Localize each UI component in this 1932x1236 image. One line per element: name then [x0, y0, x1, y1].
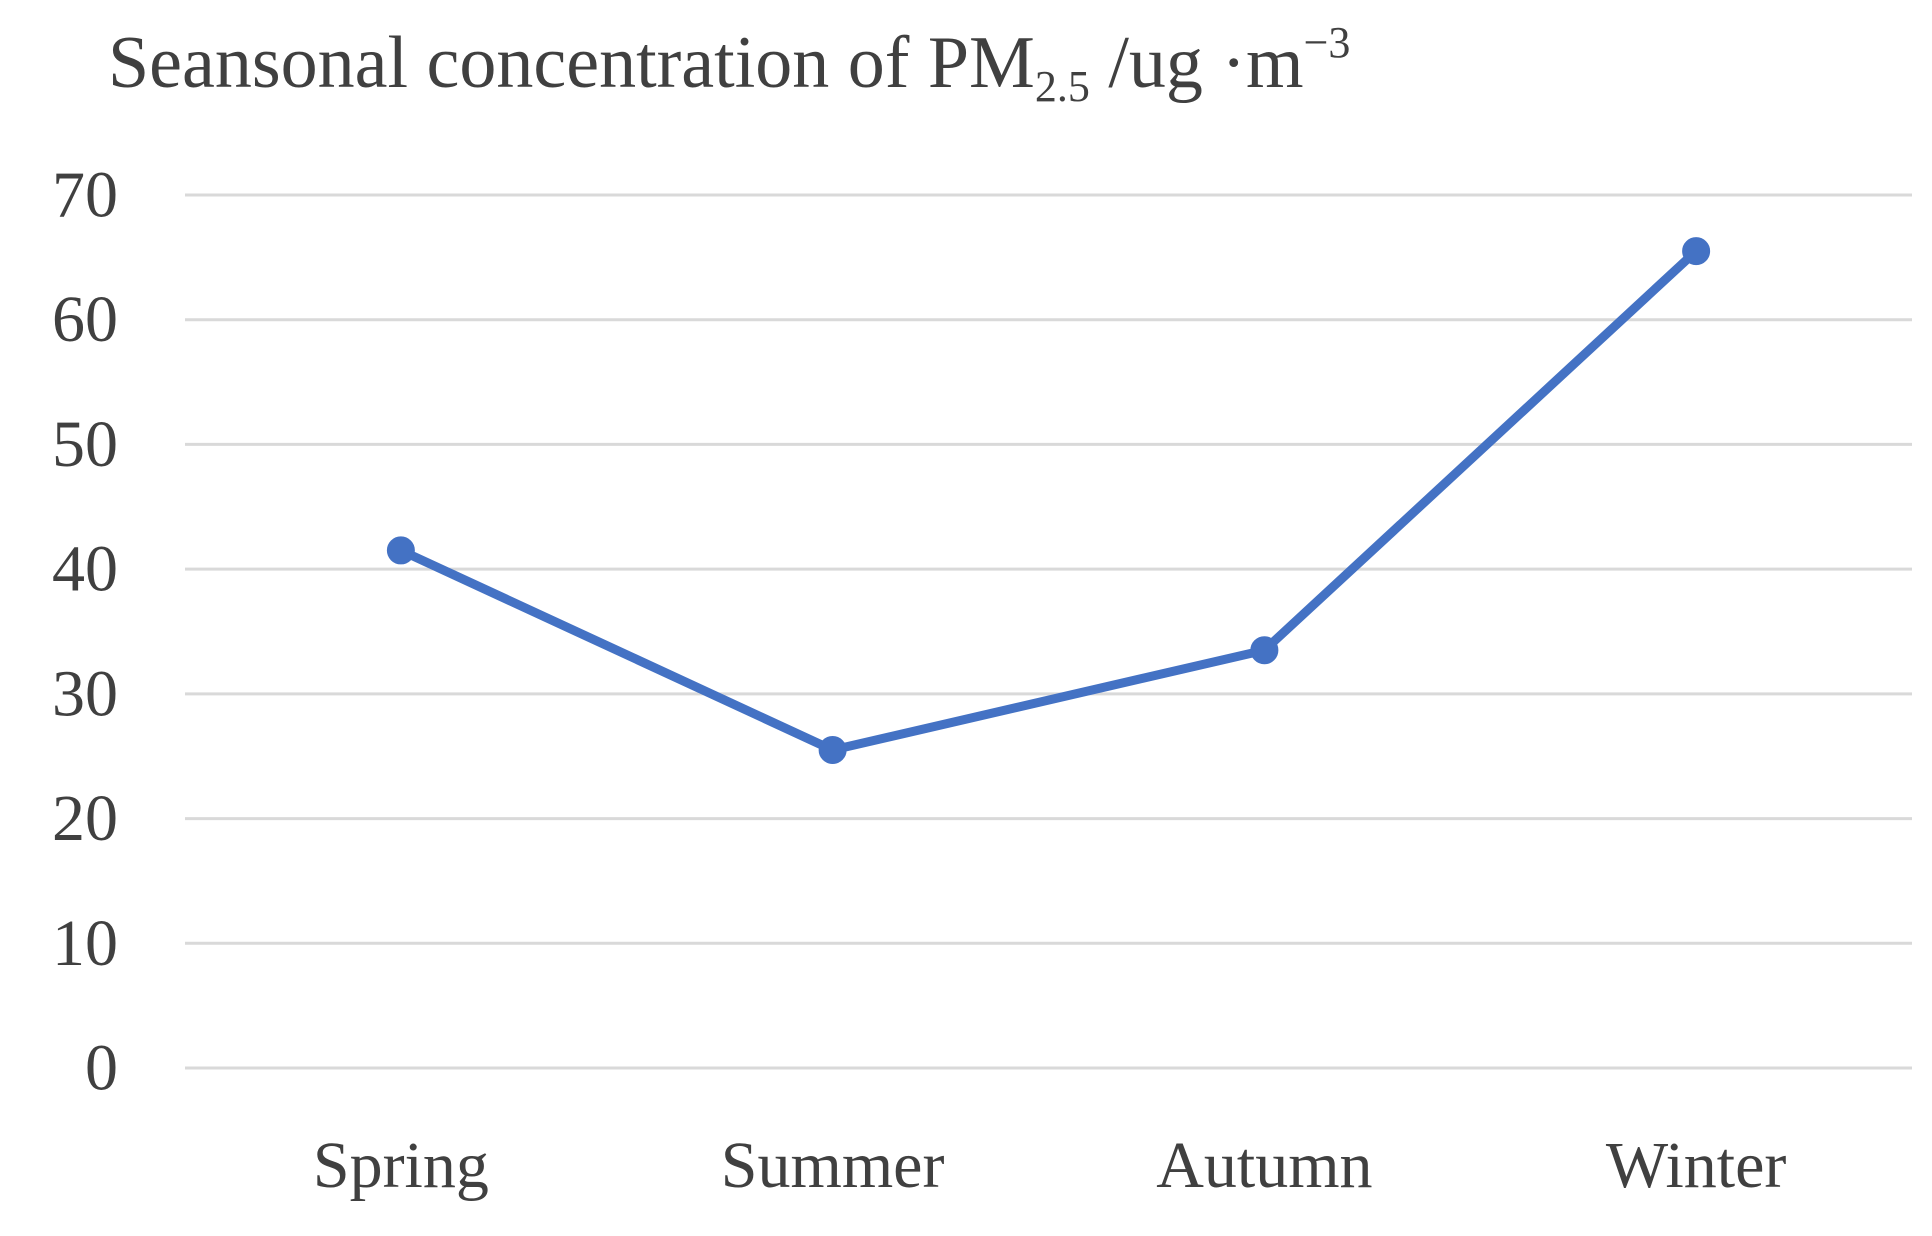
chart-title: Seansonal concentration of PM2.5 /ug ·m−… — [108, 21, 1350, 109]
y-axis-ticks: 0 10 20 30 40 50 60 70 — [52, 159, 118, 1105]
chart-title-subscript: 2.5 — [1034, 62, 1090, 111]
gridlines — [185, 193, 1912, 1070]
data-point-autumn — [1250, 636, 1279, 665]
x-axis-ticks: Spring Summer Autumn Winter — [313, 1129, 1787, 1202]
data-point-winter — [1682, 237, 1711, 266]
y-tick-label: 10 — [52, 907, 118, 980]
series-layer — [386, 237, 1711, 764]
data-point-summer — [818, 735, 847, 764]
y-tick-label: 50 — [52, 408, 118, 481]
y-tick-label: 40 — [52, 533, 118, 606]
x-tick-label-autumn: Autumn — [1156, 1129, 1372, 1202]
x-tick-label-summer: Summer — [721, 1129, 945, 1202]
y-tick-label: 70 — [52, 159, 118, 232]
series-line — [396, 246, 1701, 755]
x-tick-label-spring: Spring — [313, 1129, 489, 1202]
x-tick-label-winter: Winter — [1606, 1129, 1787, 1202]
y-tick-label: 60 — [52, 283, 118, 356]
y-tick-label: 0 — [85, 1032, 118, 1105]
chart-title-unit: /ug ·m — [1089, 22, 1304, 104]
y-tick-label: 20 — [52, 782, 118, 855]
chart-title-main: Seansonal concentration of PM — [108, 22, 1035, 104]
chart-title-superscript: −3 — [1303, 18, 1351, 67]
y-tick-label: 30 — [52, 657, 118, 730]
data-point-spring — [386, 536, 415, 565]
